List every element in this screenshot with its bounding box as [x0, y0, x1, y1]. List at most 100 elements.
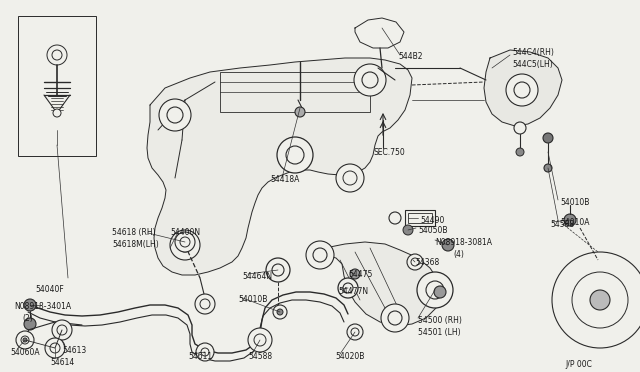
Circle shape [350, 269, 360, 279]
Text: 544B2: 544B2 [398, 52, 422, 61]
Circle shape [514, 122, 526, 134]
Circle shape [196, 343, 214, 361]
Circle shape [24, 299, 36, 311]
Text: J/P 00C: J/P 00C [565, 360, 592, 369]
Circle shape [417, 272, 453, 308]
Circle shape [544, 164, 552, 172]
Text: 54010A: 54010A [560, 218, 589, 227]
Circle shape [21, 336, 29, 344]
Text: 54368: 54368 [415, 258, 439, 267]
Circle shape [175, 232, 195, 252]
Circle shape [200, 299, 210, 309]
Circle shape [343, 171, 357, 185]
Text: 54611: 54611 [188, 352, 212, 361]
Polygon shape [147, 58, 412, 275]
Text: 54618M(LH): 54618M(LH) [112, 240, 159, 249]
Circle shape [388, 311, 402, 325]
Circle shape [52, 50, 62, 60]
Text: 54050B: 54050B [418, 226, 447, 235]
Circle shape [552, 252, 640, 348]
Bar [220, 72, 370, 112]
Text: 54618 (RH): 54618 (RH) [112, 228, 156, 237]
Circle shape [442, 239, 454, 251]
Circle shape [564, 214, 576, 226]
Circle shape [389, 212, 401, 224]
Circle shape [254, 334, 266, 346]
Text: 54060A: 54060A [10, 348, 40, 357]
Text: 54500 (RH): 54500 (RH) [418, 316, 462, 325]
Bar [18, 16, 96, 156]
Circle shape [434, 286, 446, 298]
Circle shape [351, 328, 359, 336]
Circle shape [354, 64, 386, 96]
Polygon shape [484, 50, 562, 126]
Text: 54020B: 54020B [335, 352, 364, 361]
Circle shape [286, 146, 304, 164]
Circle shape [295, 107, 305, 117]
Text: 54613: 54613 [62, 346, 86, 355]
Text: 54614: 54614 [50, 358, 74, 367]
Circle shape [411, 258, 419, 266]
Text: 544C4(RH): 544C4(RH) [512, 48, 554, 57]
Circle shape [16, 331, 34, 349]
Circle shape [53, 109, 61, 117]
Circle shape [273, 305, 287, 319]
Circle shape [178, 238, 192, 252]
Circle shape [201, 348, 209, 356]
Circle shape [403, 225, 413, 235]
Polygon shape [310, 242, 440, 326]
Circle shape [170, 230, 200, 260]
Circle shape [266, 258, 290, 282]
Text: 54588: 54588 [248, 352, 272, 361]
Circle shape [543, 133, 553, 143]
Circle shape [590, 290, 610, 310]
Text: 54475: 54475 [348, 270, 372, 279]
Text: 544C5(LH): 544C5(LH) [512, 60, 553, 69]
Circle shape [407, 254, 423, 270]
Bar [405, 210, 435, 226]
Circle shape [195, 294, 215, 314]
Text: (2): (2) [22, 314, 33, 323]
Circle shape [47, 45, 67, 65]
Text: 54464N: 54464N [242, 272, 272, 281]
Circle shape [24, 318, 36, 330]
Text: 54418A: 54418A [270, 175, 300, 184]
Circle shape [272, 264, 284, 276]
Circle shape [347, 324, 363, 340]
Circle shape [572, 272, 628, 328]
Circle shape [50, 343, 60, 353]
Circle shape [426, 281, 444, 299]
Circle shape [362, 72, 378, 88]
Text: 54588: 54588 [550, 220, 574, 229]
Circle shape [336, 164, 364, 192]
Text: 54477N: 54477N [338, 287, 368, 296]
Circle shape [23, 338, 27, 342]
Bar [408, 213, 432, 223]
Circle shape [313, 248, 327, 262]
Circle shape [45, 338, 65, 358]
Text: 54010B: 54010B [238, 295, 268, 304]
Circle shape [506, 74, 538, 106]
Circle shape [381, 304, 409, 332]
Circle shape [159, 99, 191, 131]
Text: 54490: 54490 [420, 216, 444, 225]
Text: 54501 (LH): 54501 (LH) [418, 328, 461, 337]
Text: (4): (4) [453, 250, 464, 259]
Text: SEC.750: SEC.750 [373, 148, 404, 157]
Text: 54040F: 54040F [35, 285, 64, 294]
Circle shape [338, 278, 358, 298]
Circle shape [248, 328, 272, 352]
Circle shape [343, 283, 353, 293]
Circle shape [514, 82, 530, 98]
Circle shape [306, 241, 334, 269]
Text: N08918-3401A: N08918-3401A [14, 302, 71, 311]
Circle shape [516, 148, 524, 156]
Circle shape [277, 137, 313, 173]
Circle shape [180, 237, 190, 247]
Text: 54400N: 54400N [170, 228, 200, 237]
Circle shape [167, 107, 183, 123]
Text: N08918-3081A: N08918-3081A [435, 238, 492, 247]
Circle shape [57, 325, 67, 335]
Text: 54010B: 54010B [560, 198, 589, 207]
Circle shape [52, 320, 72, 340]
